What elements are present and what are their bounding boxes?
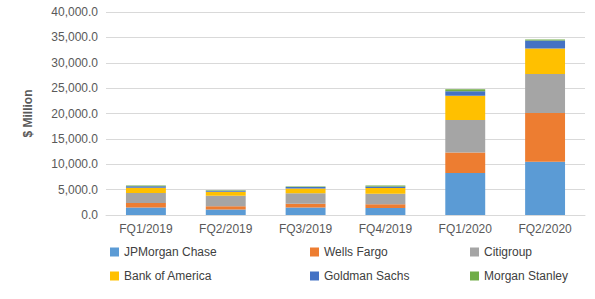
svg-text:FQ2/2020: FQ2/2020 — [518, 222, 572, 236]
svg-text:FQ2/2019: FQ2/2019 — [199, 222, 253, 236]
svg-text:10,000.0: 10,000.0 — [51, 157, 98, 171]
svg-text:FQ1/2020: FQ1/2020 — [439, 222, 493, 236]
svg-text:35,000.0: 35,000.0 — [51, 30, 98, 44]
svg-text:0.0: 0.0 — [81, 208, 98, 222]
svg-text:Goldman Sachs: Goldman Sachs — [324, 269, 409, 283]
svg-text:JPMorgan Chase: JPMorgan Chase — [124, 245, 217, 259]
svg-text:Morgan Stanley: Morgan Stanley — [484, 269, 568, 283]
svg-text:30,000.0: 30,000.0 — [51, 56, 98, 70]
svg-text:Citigroup: Citigroup — [484, 245, 532, 259]
svg-text:FQ1/2019: FQ1/2019 — [119, 222, 173, 236]
svg-text:Bank of America: Bank of America — [124, 269, 212, 283]
svg-text:Wells Fargo: Wells Fargo — [324, 245, 388, 259]
svg-text:15,000.0: 15,000.0 — [51, 132, 98, 146]
svg-text:$ Million: $ Million — [21, 90, 35, 138]
svg-text:FQ3/2019: FQ3/2019 — [279, 222, 333, 236]
svg-text:5,000.0: 5,000.0 — [58, 183, 98, 197]
svg-text:20,000.0: 20,000.0 — [51, 107, 98, 121]
svg-text:40,000.0: 40,000.0 — [51, 5, 98, 19]
svg-text:FQ4/2019: FQ4/2019 — [359, 222, 413, 236]
svg-text:25,000.0: 25,000.0 — [51, 81, 98, 95]
